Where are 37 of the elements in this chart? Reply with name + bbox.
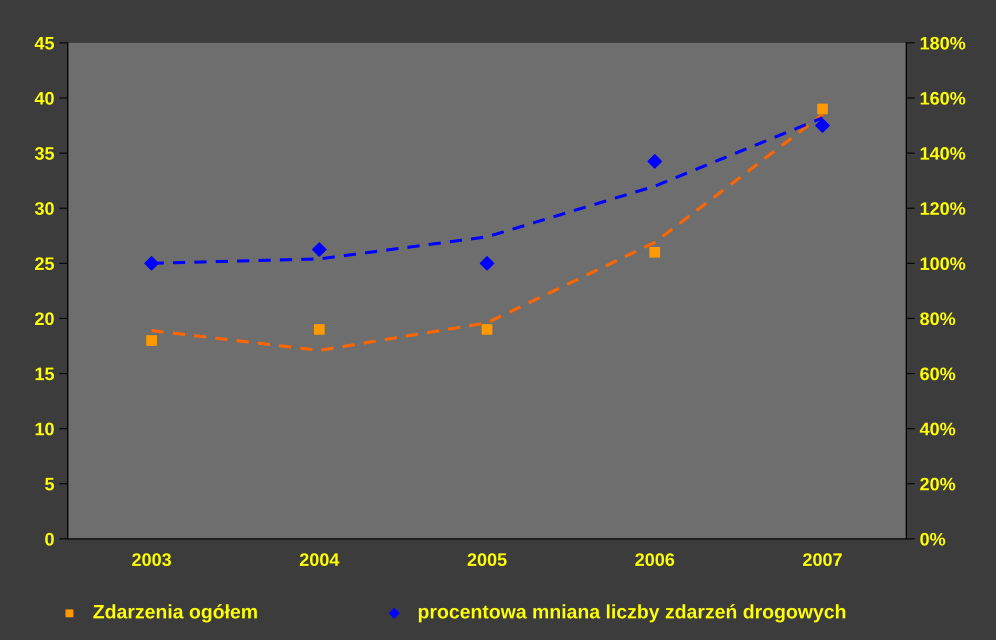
x-tick-label: 2005 <box>468 553 507 566</box>
point <box>649 246 660 258</box>
y-tick-label: 5 <box>45 478 54 490</box>
y2-tick-label: 80% <box>920 312 956 326</box>
x-tick-label: 2006 <box>635 553 674 566</box>
y-tick-label: 10 <box>36 422 54 436</box>
y2-tick-label: 40% <box>920 422 956 436</box>
y2-tick-label: 140% <box>920 147 966 160</box>
point <box>314 324 325 335</box>
y2-tick-label: 180% <box>920 36 966 50</box>
y-tick-label: 0 <box>45 532 54 546</box>
y2-tick-label: 100% <box>920 257 966 270</box>
point <box>312 242 327 257</box>
legend-label: Zdarzenia ogółem <box>93 604 257 622</box>
point <box>480 256 494 271</box>
y2-tick-label: 160% <box>920 92 966 105</box>
x-tick-label: 2007 <box>803 553 842 566</box>
y-tick-label: 30 <box>34 202 54 215</box>
x-tick-label: 2003 <box>132 553 172 566</box>
point <box>647 154 662 169</box>
y2-tick-label: 60% <box>920 367 956 380</box>
y2-tick-label: 120% <box>920 202 966 215</box>
point <box>146 335 157 346</box>
point <box>815 118 830 133</box>
point <box>144 256 159 271</box>
y2-tick-label: 0% <box>920 532 946 546</box>
legend-label: procentowa mniana liczby zdarzeń drogowych <box>418 604 846 622</box>
y-tick-label: 35 <box>34 147 54 160</box>
y-tick-label: 45 <box>34 37 54 50</box>
y-tick-label: 15 <box>36 368 54 380</box>
point <box>817 104 828 114</box>
point <box>482 324 492 335</box>
y-tick-label: 25 <box>35 257 54 270</box>
y2-tick-label: 20% <box>920 478 956 490</box>
y-tick-label: 40 <box>34 92 54 105</box>
x-tick-label: 2004 <box>300 553 340 566</box>
y-tick-label: 20 <box>35 312 54 326</box>
